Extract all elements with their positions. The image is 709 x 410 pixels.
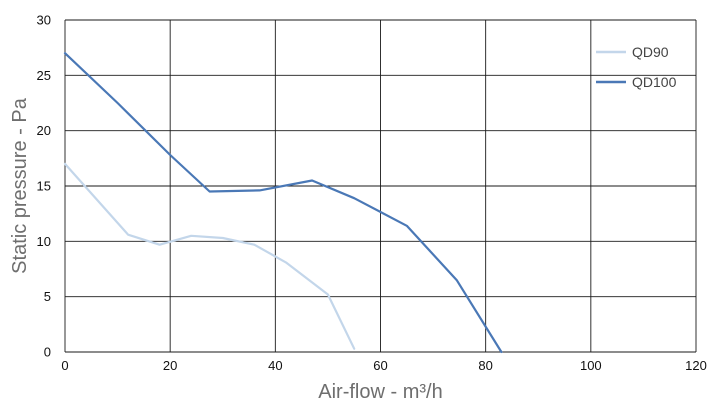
legend-label-qd90: QD90	[632, 44, 669, 60]
y-tick-label: 15	[37, 179, 51, 194]
x-tick-label: 0	[61, 358, 68, 373]
x-tick-label: 120	[685, 358, 707, 373]
y-tick-label: 30	[37, 13, 51, 28]
y-tick-label: 0	[44, 345, 51, 360]
y-axis-title: Static pressure - Pa	[9, 97, 31, 274]
y-tick-label: 10	[37, 234, 51, 249]
x-tick-label: 20	[163, 358, 177, 373]
legend: QD90 QD100	[596, 44, 677, 90]
series-lines	[63, 52, 503, 354]
y-tick-label: 25	[37, 68, 51, 83]
y-tick-label: 5	[44, 289, 51, 304]
x-tick-label: 100	[580, 358, 602, 373]
x-axis-title: Air-flow - m³/h	[318, 381, 442, 403]
series-line-qd90	[63, 162, 356, 350]
series-line-qd100	[63, 52, 503, 354]
tick-labels: 0 20 40 60 80 100 120 0 5 10 15 20 25 30	[37, 13, 707, 374]
legend-label-qd100: QD100	[632, 74, 677, 90]
x-tick-label: 40	[268, 358, 282, 373]
grid	[64, 19, 697, 353]
x-tick-label: 80	[478, 358, 492, 373]
x-tick-label: 60	[373, 358, 387, 373]
y-tick-label: 20	[37, 123, 51, 138]
